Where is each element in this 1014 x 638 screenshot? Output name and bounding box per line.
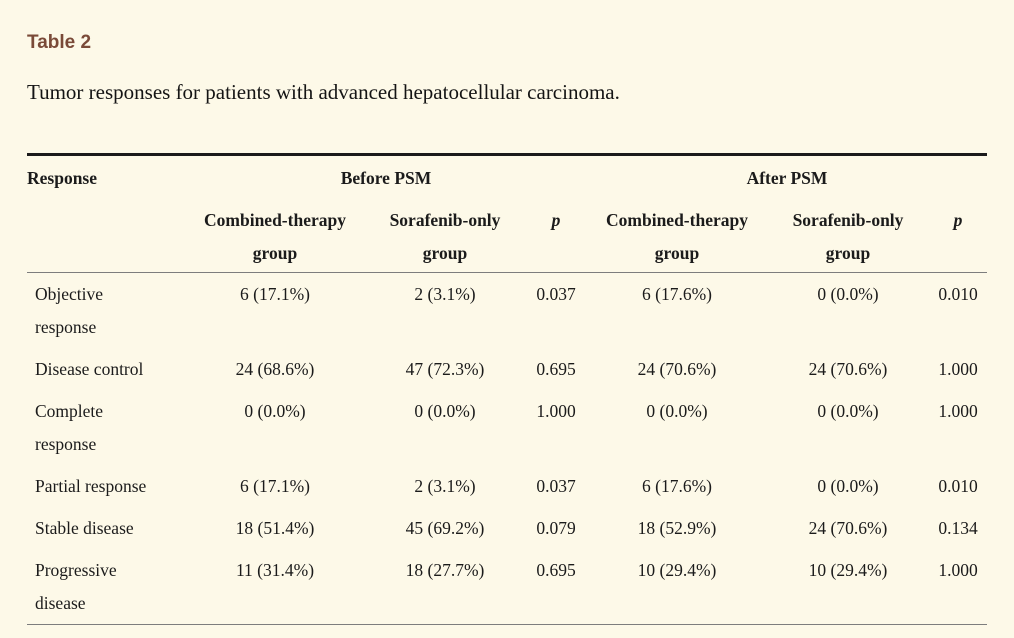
cell-value: 10 (29.4%) xyxy=(587,549,767,625)
table-title: Table 2 xyxy=(27,32,92,53)
cell-value: 47 (72.3%) xyxy=(405,359,485,379)
row-label: Progressive disease xyxy=(27,549,185,625)
header-after-psm: After PSM xyxy=(587,153,988,198)
cell-value: 0 (0.0%) xyxy=(817,401,879,421)
cell-value: 24 (68.6%) xyxy=(235,359,315,379)
cell-value: 24 (70.6%) xyxy=(637,359,717,379)
cell-value: 6 (17.1%) xyxy=(240,476,310,496)
cell-value: 0 (0.0%) xyxy=(646,401,708,421)
cell-value: 11 (31.4%) xyxy=(185,549,365,625)
header-response: Response xyxy=(27,153,185,273)
table-row: Complete response 0 (0.0%) 0 (0.0%) 1.00… xyxy=(27,390,987,465)
row-label: Stable disease xyxy=(35,518,134,538)
row-label: Complete response xyxy=(35,401,104,454)
table-body: Objective response 6 (17.1%) 2 (3.1%) 0.… xyxy=(27,273,988,625)
paper-page: { "page": { "title": "Table 2", "caption… xyxy=(0,30,1014,638)
row-label: Partial response xyxy=(35,476,147,496)
subheader-before-combined-group: Combined-therapy group xyxy=(185,198,365,273)
table-row: Stable disease 18 (51.4%) 45 (69.2%) 0.0… xyxy=(27,507,987,549)
cell-value: 18 (27.7%) xyxy=(365,549,525,625)
table-header: Response Before PSM After PSM Combined-t… xyxy=(27,153,988,273)
header-before-psm: Before PSM xyxy=(185,153,587,198)
cell-value: 0 (0.0%) xyxy=(817,476,879,496)
tumor-responses-table: Response Before PSM After PSM Combined-t… xyxy=(27,153,988,625)
cell-value: 2 (3.1%) xyxy=(414,284,476,304)
header-group-row: Response Before PSM After PSM xyxy=(27,153,988,273)
cell-p-value: 0.037 xyxy=(536,284,576,304)
cell-p-value: 0.010 xyxy=(938,476,978,496)
cell-value: 24 (70.6%) xyxy=(808,518,888,538)
subheader-before-p: p xyxy=(525,198,587,273)
cell-p-value: 0.037 xyxy=(536,476,576,496)
table-row: Objective response 6 (17.1%) 2 (3.1%) 0.… xyxy=(27,273,987,349)
cell-p-value: 0.134 xyxy=(938,518,978,538)
cell-value: 6 (17.6%) xyxy=(642,476,712,496)
row-label: Objective response xyxy=(35,284,104,337)
cell-p-value: 1.000 xyxy=(536,401,576,421)
cell-value: 18 (52.9%) xyxy=(637,518,717,538)
cell-p-value: 0.010 xyxy=(938,284,978,304)
cell-p-value: 0.695 xyxy=(536,359,576,379)
table-row: Disease control 24 (68.6%) 47 (72.3%) 0.… xyxy=(27,348,987,390)
subheader-before-sorafenib-group: Sorafenib-only group xyxy=(365,198,525,273)
cell-p-value: 0.695 xyxy=(525,549,587,625)
subheader-after-combined-group: Combined-therapy group xyxy=(587,198,767,273)
cell-p-value: 0.079 xyxy=(536,518,576,538)
cell-value: 6 (17.1%) xyxy=(240,284,310,304)
cell-value: 18 (51.4%) xyxy=(235,518,315,538)
table-row: Progressive disease 11 (31.4%) 18 (27.7%… xyxy=(27,549,988,625)
cell-value: 10 (29.4%) xyxy=(767,549,929,625)
cell-value: 2 (3.1%) xyxy=(414,476,476,496)
cell-value: 0 (0.0%) xyxy=(414,401,476,421)
table-caption: Tumor responses for patients with advanc… xyxy=(27,80,620,104)
cell-value: 45 (69.2%) xyxy=(405,518,485,538)
cell-value: 0 (0.0%) xyxy=(817,284,879,304)
subheader-after-p: p xyxy=(929,198,988,273)
header-sub-row: Combined-therapy group Sorafenib-only gr… xyxy=(27,198,988,273)
cell-value: 6 (17.6%) xyxy=(642,284,712,304)
table-row: Partial response 6 (17.1%) 2 (3.1%) 0.03… xyxy=(27,465,987,507)
subheader-after-sorafenib-group: Sorafenib-only group xyxy=(767,198,929,273)
cell-value: 24 (70.6%) xyxy=(808,359,888,379)
cell-p-value: 1.000 xyxy=(938,401,978,421)
cell-p-value: 1.000 xyxy=(938,359,978,379)
row-label: Disease control xyxy=(35,359,144,379)
cell-p-value: 1.000 xyxy=(929,549,988,625)
cell-value: 0 (0.0%) xyxy=(244,401,306,421)
